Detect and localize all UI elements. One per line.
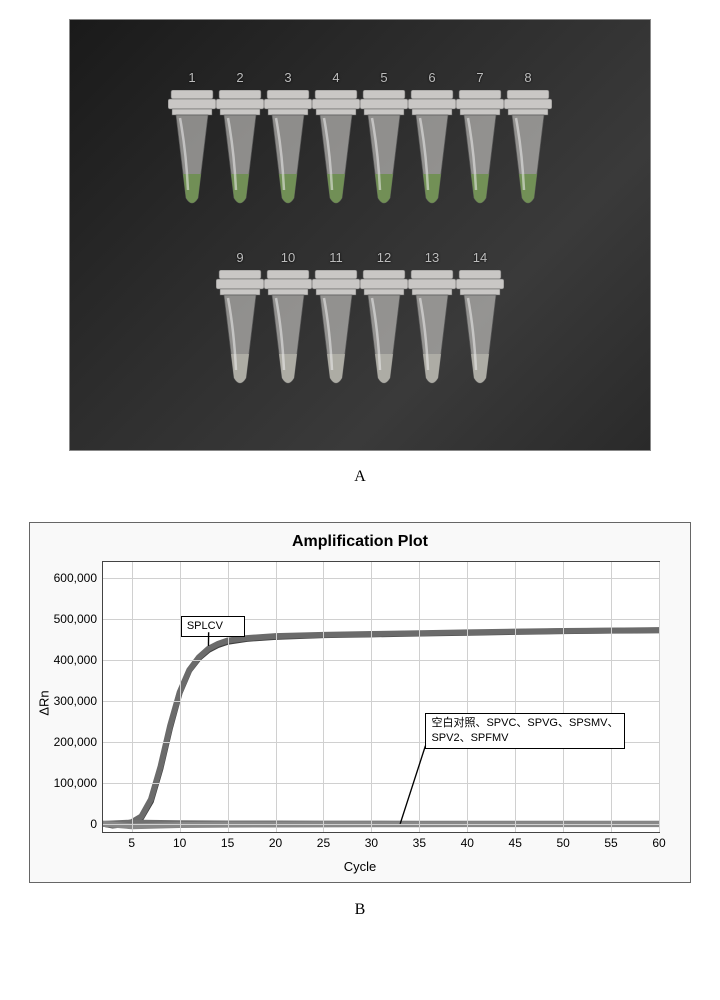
tube-slot: 9 xyxy=(216,250,264,390)
tube-icon xyxy=(360,270,408,390)
tube-icon xyxy=(264,270,312,390)
plot-area: 0100,000200,000300,000400,000500,000600,… xyxy=(102,561,660,833)
tube-label: 9 xyxy=(236,250,243,264)
tube-label: 7 xyxy=(476,70,483,84)
tube-label: 6 xyxy=(428,70,435,84)
gridline-v xyxy=(276,562,277,832)
tube-icon xyxy=(216,90,264,210)
xtick-label: 60 xyxy=(652,832,665,850)
ytick-label: 0 xyxy=(90,817,103,831)
ytick-label: 300,000 xyxy=(54,694,103,708)
gridline-h xyxy=(103,701,659,702)
xtick-label: 35 xyxy=(413,832,426,850)
tube-slot: 6 xyxy=(408,70,456,210)
gridline-v xyxy=(515,562,516,832)
tube-label: 8 xyxy=(524,70,531,84)
tube-label: 14 xyxy=(473,250,487,264)
gridline-h xyxy=(103,824,659,825)
tube-icon xyxy=(168,90,216,210)
xtick-label: 25 xyxy=(317,832,330,850)
tube-label: 10 xyxy=(281,250,295,264)
xtick-label: 55 xyxy=(604,832,617,850)
ytick-label: 100,000 xyxy=(54,776,103,790)
panel-b-caption: B xyxy=(20,901,700,919)
tube-slot: 12 xyxy=(360,250,408,390)
tube-label: 4 xyxy=(332,70,339,84)
figure-container: 1 2 3 4 5 6 xyxy=(20,20,700,919)
tube-label: 12 xyxy=(377,250,391,264)
xtick-label: 10 xyxy=(173,832,186,850)
gridline-v xyxy=(419,562,420,832)
tube-label: 13 xyxy=(425,250,439,264)
xtick-label: 50 xyxy=(556,832,569,850)
tube-slot: 5 xyxy=(360,70,408,210)
tube-label: 1 xyxy=(188,70,195,84)
tube-slot: 11 xyxy=(312,250,360,390)
tube-icon xyxy=(360,90,408,210)
tube-label: 3 xyxy=(284,70,291,84)
tube-label: 2 xyxy=(236,70,243,84)
xtick-label: 30 xyxy=(365,832,378,850)
tube-label: 11 xyxy=(329,250,343,264)
gridline-h xyxy=(103,578,659,579)
gridline-v xyxy=(659,562,660,832)
xtick-label: 5 xyxy=(128,832,135,850)
callout-box: SPLCV xyxy=(181,616,245,637)
ytick-label: 600,000 xyxy=(54,571,103,585)
tube-icon xyxy=(312,270,360,390)
tube-row: 1 2 3 4 5 6 xyxy=(70,70,650,210)
ytick-label: 200,000 xyxy=(54,735,103,749)
gridline-v xyxy=(467,562,468,832)
tube-icon xyxy=(504,90,552,210)
tube-icon xyxy=(456,270,504,390)
tube-slot: 14 xyxy=(456,250,504,390)
gridline-v xyxy=(611,562,612,832)
tube-slot: 3 xyxy=(264,70,312,210)
xtick-label: 20 xyxy=(269,832,282,850)
tube-row: 9 10 11 12 13 14 xyxy=(70,250,650,390)
tube-icon xyxy=(264,90,312,210)
gridline-v xyxy=(132,562,133,832)
tube-slot: 2 xyxy=(216,70,264,210)
tube-slot: 13 xyxy=(408,250,456,390)
curve-svg xyxy=(103,562,659,832)
tube-slot: 1 xyxy=(168,70,216,210)
tube-label: 5 xyxy=(380,70,387,84)
tube-slot: 4 xyxy=(312,70,360,210)
tube-icon xyxy=(312,90,360,210)
chart-title: Amplification Plot xyxy=(30,523,690,555)
tube-slot: 7 xyxy=(456,70,504,210)
ytick-label: 400,000 xyxy=(54,653,103,667)
ytick-label: 500,000 xyxy=(54,612,103,626)
panel-b-chart: Amplification Plot ΔRn 0100,000200,00030… xyxy=(29,522,691,883)
gridline-v xyxy=(371,562,372,832)
y-axis-label: ΔRn xyxy=(37,690,52,715)
tube-icon xyxy=(408,270,456,390)
gridline-v xyxy=(180,562,181,832)
gridline-v xyxy=(228,562,229,832)
xtick-label: 15 xyxy=(221,832,234,850)
panel-a-photo: 1 2 3 4 5 6 xyxy=(70,20,650,450)
tube-icon xyxy=(216,270,264,390)
xtick-label: 40 xyxy=(461,832,474,850)
xtick-label: 45 xyxy=(509,832,522,850)
gridline-v xyxy=(323,562,324,832)
tube-slot: 10 xyxy=(264,250,312,390)
gridline-h xyxy=(103,660,659,661)
gridline-v xyxy=(563,562,564,832)
tube-slot: 8 xyxy=(504,70,552,210)
gridline-h xyxy=(103,783,659,784)
callout-box: 空白对照、SPVC、SPVG、SPSMV、 SPV2、SPFMV xyxy=(425,713,624,749)
tube-icon xyxy=(408,90,456,210)
panel-a-caption: A xyxy=(20,468,700,486)
tube-icon xyxy=(456,90,504,210)
